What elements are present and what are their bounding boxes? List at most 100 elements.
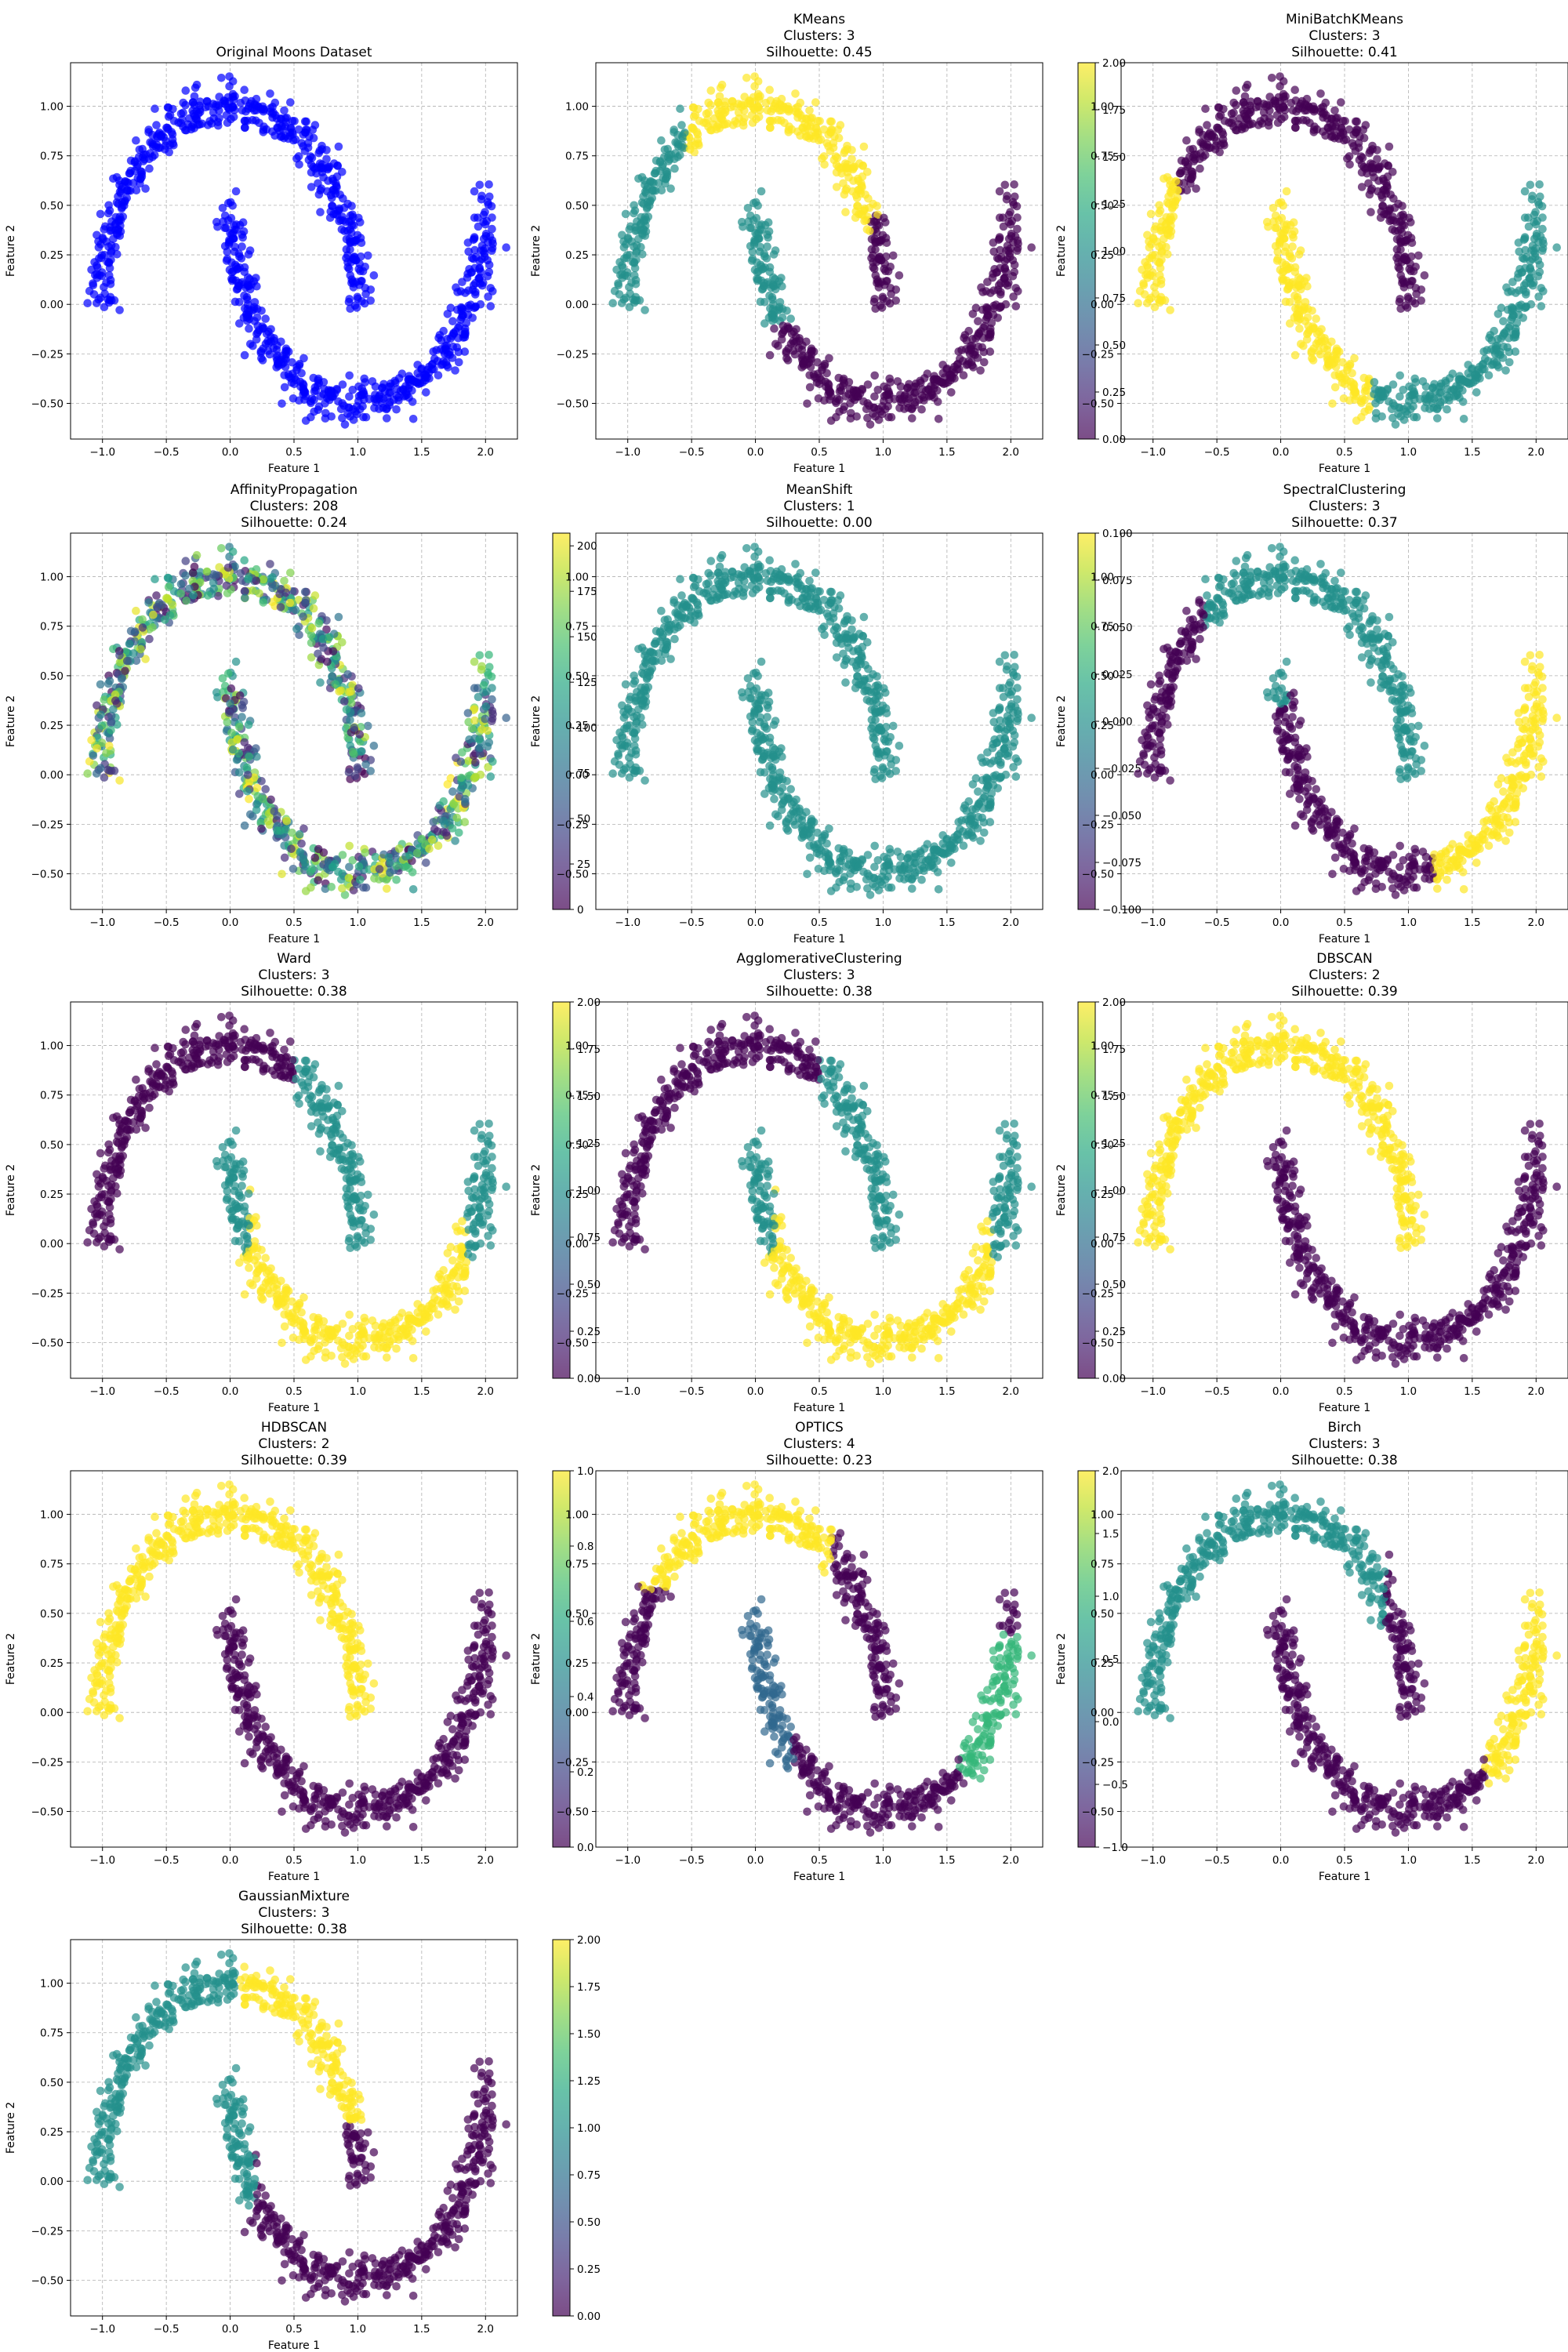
data-point	[763, 242, 771, 251]
y-axis-label: Feature 2	[5, 225, 17, 277]
data-point	[83, 769, 92, 778]
data-point	[330, 859, 339, 869]
data-point	[1358, 394, 1367, 403]
data-point	[1515, 265, 1524, 274]
data-point	[202, 96, 212, 106]
data-point	[295, 359, 304, 368]
data-point	[1349, 384, 1359, 393]
x-tick-label: 1.5	[413, 446, 430, 459]
data-point	[625, 225, 634, 234]
data-point	[1196, 164, 1204, 173]
data-point	[107, 726, 115, 735]
data-point	[263, 347, 273, 355]
data-point	[1000, 180, 1010, 190]
y-tick-label: −0.25	[31, 818, 64, 831]
data-point	[889, 721, 898, 731]
data-point	[126, 156, 136, 165]
data-point	[832, 168, 841, 177]
data-point	[190, 562, 199, 572]
data-point	[663, 153, 673, 162]
data-point	[909, 383, 919, 391]
data-point	[1175, 169, 1185, 178]
data-point	[252, 281, 261, 291]
y-tick-label: 0.25	[1091, 249, 1114, 262]
data-point	[1160, 234, 1168, 244]
data-point	[1182, 136, 1191, 145]
data-point	[268, 573, 277, 582]
data-point	[249, 341, 257, 350]
data-point	[820, 829, 829, 839]
y-tick-label: −0.50	[31, 869, 64, 881]
data-point	[765, 821, 775, 830]
data-point	[327, 412, 336, 421]
data-point	[826, 128, 835, 137]
data-point	[347, 699, 356, 707]
data-point	[1289, 233, 1298, 242]
data-point	[1279, 77, 1288, 85]
data-point	[383, 414, 391, 423]
data-point	[470, 245, 479, 255]
data-point	[1351, 117, 1360, 126]
x-tick-label: 0.5	[1336, 446, 1352, 459]
data-point	[769, 104, 778, 113]
data-point	[458, 748, 466, 757]
data-point	[869, 297, 879, 307]
data-point	[299, 384, 308, 393]
data-point	[792, 325, 800, 334]
data-point	[674, 610, 683, 619]
data-point	[346, 270, 355, 280]
y-tick-label: 0.75	[40, 151, 64, 163]
data-point	[648, 186, 657, 195]
data-point	[405, 380, 414, 390]
data-point	[844, 378, 854, 387]
data-point	[880, 260, 890, 269]
subplot-title: MiniBatchKMeans	[1286, 12, 1403, 27]
data-point	[1167, 204, 1177, 213]
data-point	[836, 591, 845, 600]
data-point	[688, 573, 698, 583]
colorbar-tick-label: 175	[577, 586, 597, 598]
data-point	[1530, 210, 1539, 220]
data-point	[1336, 128, 1345, 137]
y-tick-label: 0.00	[565, 299, 589, 311]
data-point	[460, 818, 470, 826]
data-point	[115, 776, 124, 785]
data-point	[252, 313, 262, 322]
data-point	[115, 306, 124, 314]
x-tick-label: 1.5	[1464, 446, 1480, 459]
data-point	[1531, 244, 1540, 253]
data-point	[276, 826, 285, 835]
data-point	[286, 568, 295, 577]
data-point	[484, 200, 493, 209]
data-point	[1397, 228, 1406, 237]
data-point	[803, 399, 811, 408]
data-point	[789, 817, 798, 826]
data-point	[223, 717, 232, 727]
data-point	[217, 544, 226, 553]
data-point	[181, 571, 190, 580]
data-point	[976, 366, 985, 375]
data-point	[747, 111, 757, 120]
data-point	[282, 817, 292, 826]
data-point	[151, 104, 159, 113]
data-point	[356, 405, 365, 414]
data-point	[917, 391, 927, 400]
data-point	[622, 721, 632, 730]
data-point	[630, 742, 639, 750]
data-point	[218, 204, 227, 212]
data-point	[753, 77, 763, 85]
data-point	[340, 227, 349, 235]
data-point	[1277, 213, 1287, 223]
y-tick-label: 1.00	[565, 101, 589, 114]
data-point	[350, 301, 360, 310]
data-point	[751, 699, 760, 708]
data-point	[345, 392, 354, 401]
data-point	[153, 132, 162, 141]
data-point	[425, 374, 434, 383]
y-tick-label: 0.00	[40, 299, 64, 311]
data-point	[748, 717, 757, 727]
data-point	[778, 313, 787, 322]
data-point	[814, 865, 823, 873]
x-tick-label: −1.0	[615, 446, 641, 459]
data-point	[189, 591, 198, 600]
